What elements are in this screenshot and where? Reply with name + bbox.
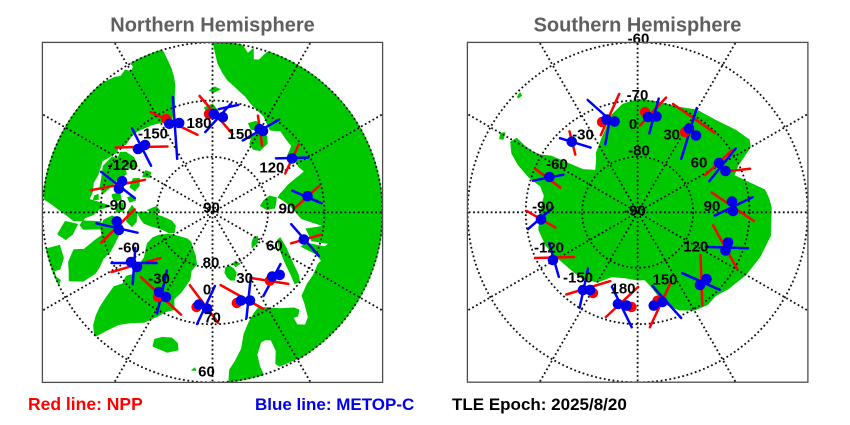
svg-text:70: 70 (204, 310, 221, 327)
svg-text:0: 0 (203, 282, 211, 299)
svg-text:TLE Epoch: 2025/8/20: TLE Epoch: 2025/8/20 (452, 395, 627, 414)
svg-text:Northern Hemisphere: Northern Hemisphere (110, 14, 315, 36)
svg-text:Blue line: METOP-C: Blue line: METOP-C (255, 395, 414, 414)
svg-text:-60: -60 (628, 31, 650, 48)
svg-text:150: 150 (652, 272, 677, 289)
svg-text:-150: -150 (563, 270, 593, 287)
svg-text:30: 30 (663, 127, 680, 144)
svg-text:-90: -90 (532, 199, 554, 216)
svg-text:-90: -90 (105, 197, 127, 214)
svg-text:-60: -60 (118, 240, 140, 257)
svg-text:180: 180 (186, 115, 211, 132)
svg-text:Southern Hemisphere: Southern Hemisphere (534, 14, 742, 36)
svg-text:90: 90 (279, 201, 296, 218)
svg-text:-90: -90 (624, 203, 646, 220)
svg-text:0: 0 (629, 116, 637, 133)
svg-text:-30: -30 (572, 127, 594, 144)
svg-text:-80: -80 (628, 143, 650, 160)
svg-text:120: 120 (683, 239, 708, 256)
svg-text:120: 120 (259, 159, 284, 176)
svg-text:180: 180 (610, 281, 635, 298)
svg-text:-60: -60 (546, 156, 568, 173)
svg-text:-120: -120 (108, 157, 138, 174)
svg-text:-30: -30 (148, 271, 170, 288)
svg-text:60: 60 (198, 364, 215, 381)
svg-text:-120: -120 (534, 240, 564, 257)
svg-text:-70: -70 (627, 87, 649, 104)
svg-text:60: 60 (691, 155, 708, 172)
svg-text:30: 30 (236, 270, 253, 287)
svg-text:60: 60 (266, 238, 283, 255)
svg-text:90: 90 (704, 198, 721, 215)
svg-text:150: 150 (227, 126, 252, 143)
svg-text:-150: -150 (138, 126, 168, 143)
svg-text:90: 90 (203, 200, 220, 217)
svg-text:Red line: NPP: Red line: NPP (28, 394, 143, 414)
svg-text:80: 80 (203, 255, 220, 272)
